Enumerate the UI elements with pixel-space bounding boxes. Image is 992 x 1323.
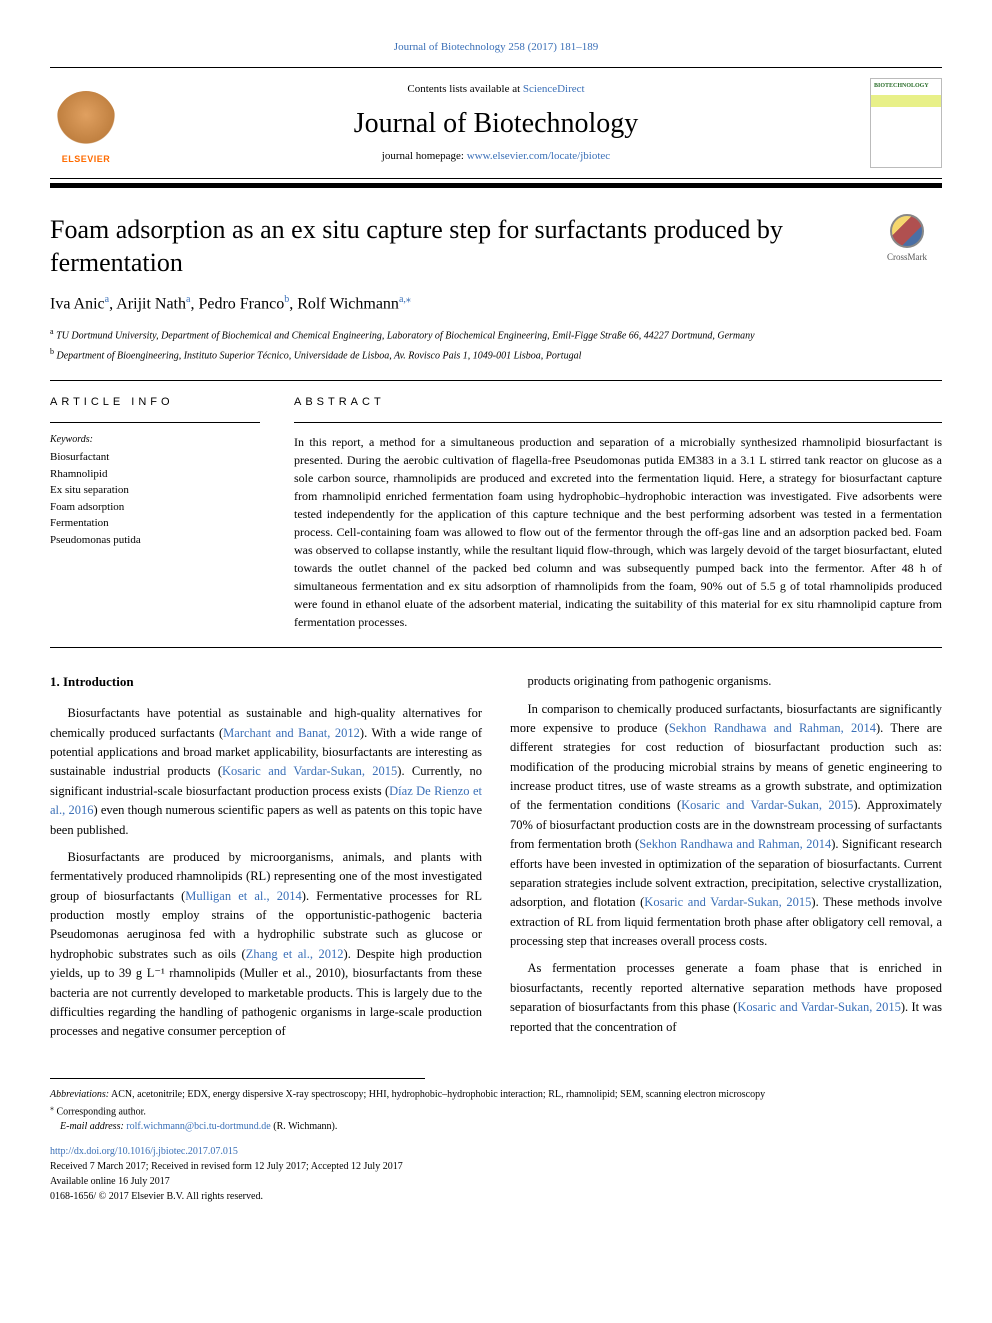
- citation-link[interactable]: Zhang et al., 2012: [246, 947, 344, 961]
- article-title: Foam adsorption as an ex situ capture st…: [50, 214, 854, 279]
- available-online-date: Available online 16 July 2017: [50, 1174, 942, 1189]
- body-paragraph: products originating from pathogenic org…: [510, 672, 942, 691]
- email-attribution: (R. Wichmann).: [271, 1121, 338, 1132]
- journal-homepage-link[interactable]: www.elsevier.com/locate/jbiotec: [467, 150, 610, 162]
- abstract-text: In this report, a method for a simultane…: [294, 433, 942, 631]
- keyword-item: Ex situ separation: [50, 482, 260, 499]
- body-column-right: products originating from pathogenic org…: [510, 672, 942, 1050]
- citation-link[interactable]: Kosaric and Vardar-Sukan, 2015: [222, 764, 397, 778]
- affiliation-superscript[interactable]: a: [105, 294, 109, 305]
- sciencedirect-link[interactable]: ScienceDirect: [523, 83, 585, 95]
- journal-header: ELSEVIER Contents lists available at Sci…: [50, 67, 942, 179]
- keyword-item: Rhamnolipid: [50, 466, 260, 483]
- body-paragraph: Biosurfactants have potential as sustain…: [50, 704, 482, 840]
- journal-name: Journal of Biotechnology: [134, 104, 858, 143]
- footnotes-block: Abbreviations: ACN, acetonitrile; EDX, e…: [50, 1087, 942, 1134]
- keyword-item: Foam adsorption: [50, 499, 260, 516]
- author-list: Iva Anica, Arijit Natha, Pedro Francob, …: [50, 293, 942, 316]
- abbreviations-label: Abbreviations:: [50, 1089, 109, 1100]
- affiliation-superscript[interactable]: a,: [399, 294, 406, 305]
- received-dates: Received 7 March 2017; Received in revis…: [50, 1159, 942, 1174]
- author-name[interactable]: Iva Anic: [50, 296, 105, 313]
- journal-cover-thumbnail[interactable]: BIOTECHNOLOGY: [870, 78, 942, 168]
- corresponding-author-marker[interactable]: ⁎: [406, 294, 411, 305]
- doi-link[interactable]: http://dx.doi.org/10.1016/j.jbiotec.2017…: [50, 1146, 238, 1157]
- affiliation-b: b Department of Bioengineering, Institut…: [50, 346, 942, 363]
- citation-link[interactable]: Marchant and Banat, 2012: [223, 726, 360, 740]
- citation-link[interactable]: Díaz De Rienzo et al., 2016: [50, 784, 482, 817]
- abbreviations-text: ACN, acetonitrile; EDX, energy dispersiv…: [109, 1089, 765, 1100]
- keywords-label: Keywords:: [50, 433, 260, 447]
- keyword-item: Fermentation: [50, 515, 260, 532]
- copyright-line: 0168-1656/ © 2017 Elsevier B.V. All righ…: [50, 1189, 942, 1204]
- citation-link[interactable]: Kosaric and Vardar-Sukan, 2015: [644, 895, 811, 909]
- divider-2: [50, 647, 942, 648]
- body-paragraph: Biosurfactants are produced by microorga…: [50, 848, 482, 1042]
- affiliation-superscript[interactable]: a: [186, 294, 190, 305]
- abstract-divider: [294, 422, 942, 423]
- author-name[interactable]: Rolf Wichmann: [297, 296, 399, 313]
- divider: [50, 380, 942, 381]
- keyword-item: Pseudomonas putida: [50, 532, 260, 549]
- corresponding-email-link[interactable]: rolf.wichmann@bci.tu-dortmund.de: [126, 1121, 270, 1132]
- author-name[interactable]: Arijit Nath: [116, 296, 186, 313]
- body-paragraph: In comparison to chemically produced sur…: [510, 700, 942, 952]
- header-divider-bar: [50, 183, 942, 188]
- elsevier-logo[interactable]: ELSEVIER: [50, 81, 122, 165]
- cover-journal-title: BIOTECHNOLOGY: [874, 82, 938, 90]
- citation-link[interactable]: Mulligan et al., 2014: [185, 889, 302, 903]
- elsevier-name: ELSEVIER: [62, 153, 111, 166]
- affiliation-superscript[interactable]: b: [284, 294, 289, 305]
- journal-citation: Journal of Biotechnology 258 (2017) 181–…: [50, 40, 942, 55]
- info-divider: [50, 422, 260, 423]
- citation-link[interactable]: Sekhon Randhawa and Rahman, 2014: [669, 721, 876, 735]
- citation-link[interactable]: Sekhon Randhawa and Rahman, 2014: [639, 837, 831, 851]
- email-label: E-mail address:: [60, 1121, 124, 1132]
- keywords-list: BiosurfactantRhamnolipidEx situ separati…: [50, 449, 260, 548]
- journal-citation-link[interactable]: Journal of Biotechnology 258 (2017) 181–…: [394, 41, 598, 53]
- article-info-label: ARTICLE INFO: [50, 395, 260, 410]
- elsevier-tree-icon: [56, 91, 116, 151]
- crossmark-icon: [890, 214, 924, 248]
- footer-separator: [50, 1078, 425, 1079]
- affiliation-a: a TU Dortmund University, Department of …: [50, 326, 942, 343]
- citation-link[interactable]: Kosaric and Vardar-Sukan, 2015: [737, 1000, 901, 1014]
- publication-info-block: http://dx.doi.org/10.1016/j.jbiotec.2017…: [50, 1144, 942, 1204]
- body-paragraph: As fermentation processes generate a foa…: [510, 959, 942, 1037]
- contents-list-line: Contents lists available at ScienceDirec…: [134, 82, 858, 97]
- citation-link[interactable]: Kosaric and Vardar-Sukan, 2015: [681, 798, 853, 812]
- abstract-label: ABSTRACT: [294, 395, 942, 410]
- journal-homepage-line: journal homepage: www.elsevier.com/locat…: [134, 149, 858, 164]
- corresponding-author-note: Corresponding author.: [57, 1106, 146, 1117]
- body-column-left: 1. Introduction Biosurfactants have pote…: [50, 672, 482, 1050]
- crossmark-label: CrossMark: [887, 251, 927, 264]
- section-heading-introduction: 1. Introduction: [50, 672, 482, 692]
- author-name[interactable]: Pedro Franco: [198, 296, 284, 313]
- crossmark-badge[interactable]: CrossMark: [872, 214, 942, 264]
- keyword-item: Biosurfactant: [50, 449, 260, 466]
